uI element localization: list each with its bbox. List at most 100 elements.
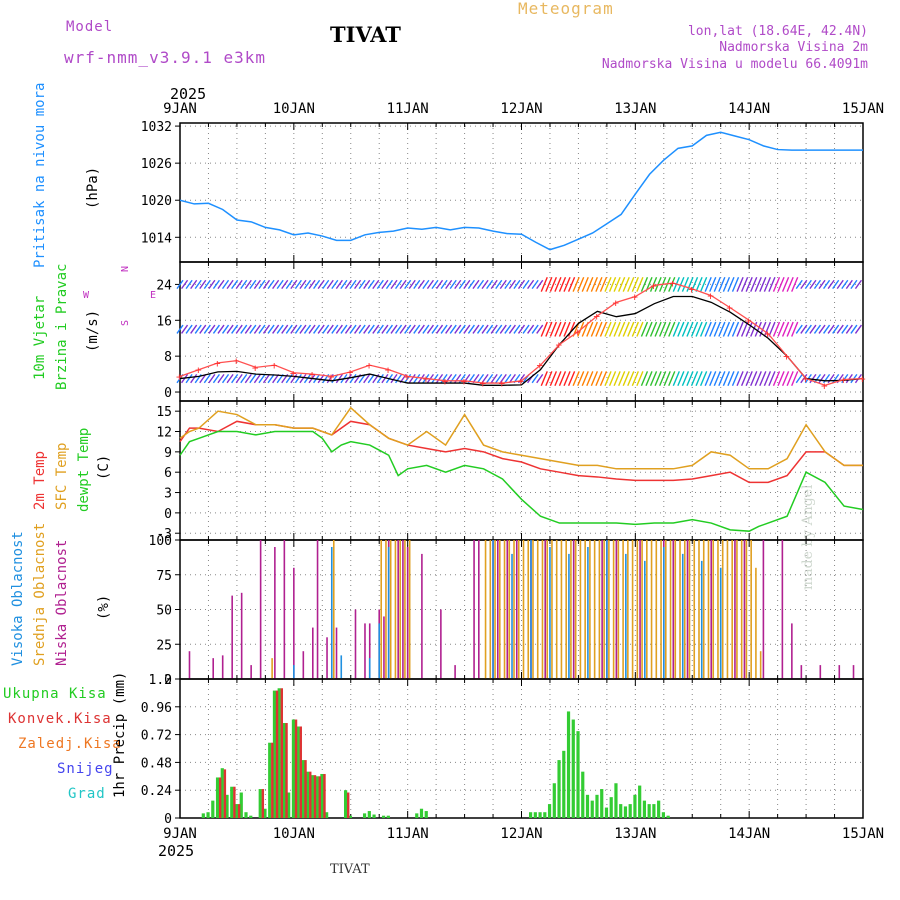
wind-band-top xyxy=(854,279,863,290)
wind-band-top xyxy=(736,276,744,292)
wind-band-low xyxy=(349,373,357,384)
wind-band-mid xyxy=(504,324,512,334)
cloud-unit: (%) xyxy=(96,595,112,620)
temp-ylabel-dew: dewpt Temp xyxy=(76,428,92,512)
wind-band-mid xyxy=(663,321,671,337)
date-label-top: 14JAN xyxy=(728,101,770,117)
gust-marker: + xyxy=(309,368,316,381)
wind-band-low xyxy=(335,373,343,384)
cloud-ylabel-low: Niska Oblacnost xyxy=(54,540,70,666)
wind-band-top xyxy=(613,276,621,292)
wind-band-low xyxy=(536,373,544,384)
wind-band-top xyxy=(804,279,812,290)
wind-band-top xyxy=(299,279,307,290)
wind-band-low xyxy=(681,371,690,387)
cloud-ylabel-high: Visoka Oblacnost xyxy=(10,531,26,666)
wind-band-mid xyxy=(563,321,571,337)
wind-band-low xyxy=(595,371,603,387)
wind-band-top xyxy=(841,279,849,290)
wind-band-mid xyxy=(363,324,371,334)
elevation-label: Nadmorska Visina 2m xyxy=(719,40,868,55)
wind-band-mid xyxy=(244,324,252,334)
wind-band-top xyxy=(344,279,353,290)
wind-band-top xyxy=(640,276,649,292)
wind-band-top xyxy=(185,279,193,290)
wind-band-low xyxy=(649,371,658,387)
wind-band-top xyxy=(649,276,658,292)
wind-band-low xyxy=(290,373,298,384)
pressure-line xyxy=(179,131,863,251)
gust-marker: + xyxy=(328,370,335,383)
gust-marker: + xyxy=(859,373,866,386)
precip-bar-conv xyxy=(309,771,312,818)
wind-band-top xyxy=(267,279,275,290)
wind-band-mid xyxy=(654,321,662,337)
precip-bar-total xyxy=(310,775,315,818)
wind-band-mid xyxy=(394,324,403,334)
wind-band-top xyxy=(303,279,312,290)
wind-band-mid xyxy=(226,324,234,334)
precip-bar-total xyxy=(268,742,272,818)
wind-band-top xyxy=(772,276,781,292)
wind-band-mid xyxy=(431,324,439,334)
wind-band-mid xyxy=(185,324,193,334)
wind-band-top xyxy=(795,279,803,290)
wind-band-low xyxy=(381,373,389,384)
date-label-bottom: 10JAN xyxy=(273,826,315,842)
wind-band-mid xyxy=(699,321,708,337)
precip-bar-total xyxy=(642,800,647,818)
precip-bar-total xyxy=(571,719,575,818)
gust-marker: + xyxy=(442,375,449,388)
wind-band-mid xyxy=(590,321,598,337)
wind-band-mid xyxy=(472,324,480,334)
precip-bar-total xyxy=(225,794,229,818)
wind-band-mid xyxy=(422,324,430,334)
precip-bar-total xyxy=(325,812,329,818)
wind-band-mid xyxy=(745,321,753,337)
wind-band-mid xyxy=(800,324,808,334)
precip-bar-total xyxy=(604,807,609,818)
gust-marker: + xyxy=(688,283,695,296)
wind-band-top xyxy=(490,279,498,290)
gust-marker: + xyxy=(480,377,487,390)
precip-bar-total xyxy=(585,794,590,818)
wind-band-top xyxy=(704,276,712,292)
precip-bar-total xyxy=(215,777,220,818)
wind-unit: (m/s) xyxy=(85,310,101,352)
wind-band-top xyxy=(845,279,853,290)
wind-band-top xyxy=(499,279,507,290)
wind-band-top xyxy=(262,279,271,290)
wind-band-low xyxy=(262,373,271,384)
wind-band-top xyxy=(522,279,530,290)
wind-band-low xyxy=(190,373,198,384)
wind-band-mid xyxy=(832,324,840,334)
wind-band-top xyxy=(531,279,539,290)
wind-band-mid xyxy=(522,324,530,334)
gust-marker: + xyxy=(404,370,411,383)
wind-band-top xyxy=(823,279,831,290)
wind-band-low xyxy=(722,371,731,387)
wind-band-top xyxy=(709,276,717,292)
wind-band-mid xyxy=(426,324,435,334)
wind-band-top xyxy=(445,279,453,290)
pressure-ylabel: Pritisak na nivou mora xyxy=(32,83,48,268)
wind-band-mid xyxy=(599,321,608,337)
gust-marker: + xyxy=(518,375,525,388)
gust-marker: + xyxy=(461,375,468,388)
y-tick-label: 24 xyxy=(156,278,172,293)
wind-ylabel-2: Brzina i Pravac xyxy=(54,264,70,390)
wind-band-top xyxy=(668,276,676,292)
wind-band-mid xyxy=(476,324,485,334)
precip-bar-total xyxy=(249,815,253,818)
wind-band-low xyxy=(627,371,635,387)
wind-band-low xyxy=(231,373,239,384)
wind-band-top xyxy=(686,276,694,292)
wind-band-low xyxy=(203,373,211,384)
precip-bar-total xyxy=(282,723,286,818)
wind-band-mid xyxy=(290,324,298,334)
wind-band-mid xyxy=(754,321,762,337)
precip-bar-total xyxy=(666,815,670,818)
wind-band-mid xyxy=(176,324,184,334)
wind-band-mid xyxy=(649,321,658,337)
wind-band-mid xyxy=(791,321,799,337)
